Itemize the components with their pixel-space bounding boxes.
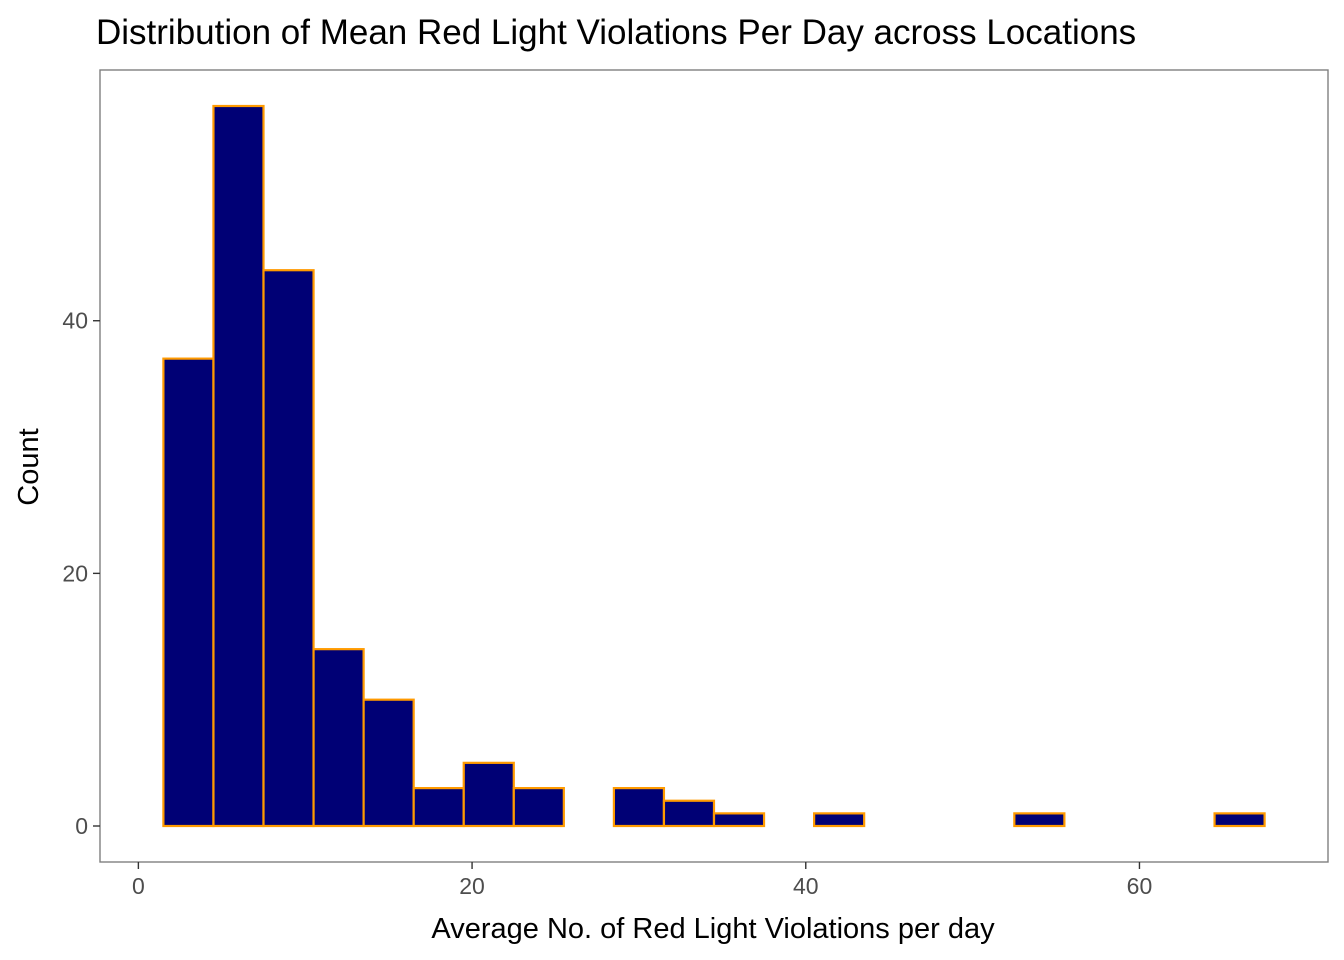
histogram-bar-13 bbox=[813, 812, 866, 828]
histogram-bar-9 bbox=[612, 787, 666, 828]
x-tick-label: 60 bbox=[1127, 873, 1153, 899]
plot-panel-border bbox=[99, 69, 1329, 863]
histogram-bar-1 bbox=[212, 104, 265, 828]
x-tick-label: 0 bbox=[132, 873, 145, 899]
y-tick-label: 0 bbox=[75, 813, 88, 839]
y-tick-label: 40 bbox=[62, 308, 88, 334]
y-axis-title: Count bbox=[13, 428, 45, 505]
y-tick-label: 20 bbox=[62, 560, 88, 586]
x-axis-title: Average No. of Red Light Violations per … bbox=[431, 913, 995, 945]
x-tick-label: 40 bbox=[793, 873, 819, 899]
histogram-bars bbox=[162, 104, 1266, 828]
histogram-bar-7 bbox=[512, 787, 565, 828]
histogram-bar-6 bbox=[462, 761, 515, 828]
histogram-bar-0 bbox=[162, 357, 215, 828]
histogram-bar-17 bbox=[1013, 812, 1066, 828]
histogram-bar-21 bbox=[1213, 812, 1266, 828]
chart-title: Distribution of Mean Red Light Violation… bbox=[96, 13, 1136, 52]
histogram-bar-5 bbox=[412, 787, 465, 828]
histogram-bar-11 bbox=[712, 812, 766, 828]
y-axis: 0 20 40 bbox=[62, 308, 100, 839]
histogram-bar-4 bbox=[362, 698, 415, 828]
histogram-bar-2 bbox=[262, 269, 315, 828]
x-tick-label: 20 bbox=[459, 873, 485, 899]
histogram-bar-10 bbox=[662, 799, 716, 828]
x-axis: 0 20 40 60 bbox=[132, 862, 1152, 899]
histogram-bar-3 bbox=[312, 648, 365, 828]
